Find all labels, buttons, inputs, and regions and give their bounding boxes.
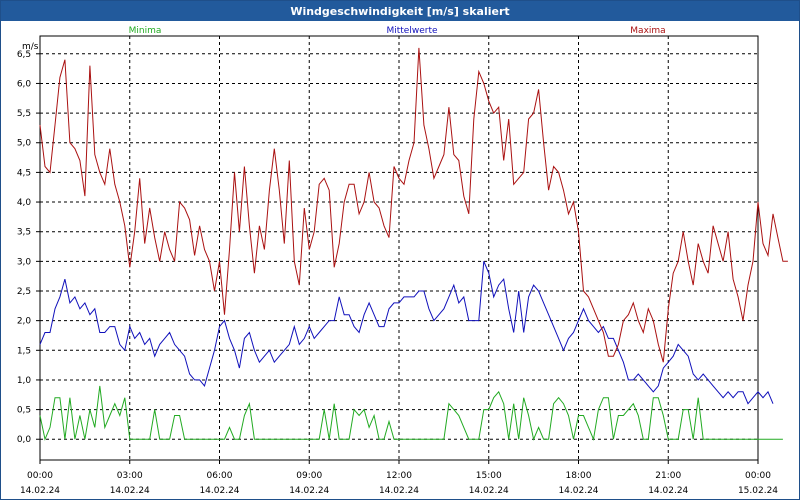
x-tick-time-label: 15:00 bbox=[476, 471, 502, 481]
y-tick-label: 1,5 bbox=[17, 346, 31, 356]
y-tick-label: 4,0 bbox=[17, 198, 32, 208]
series-line-mittelwerte bbox=[39, 261, 774, 405]
y-tick-label: 5,5 bbox=[17, 109, 31, 119]
x-tick-time-label: 03:00 bbox=[117, 471, 143, 481]
y-tick-label: 4,5 bbox=[17, 168, 31, 178]
x-tick-date-label: 14.02.24 bbox=[469, 486, 509, 496]
legend-entry-maxima: Maxima bbox=[630, 26, 665, 36]
y-tick-label: 0,0 bbox=[17, 435, 32, 445]
y-tick-label: 2,0 bbox=[17, 317, 32, 327]
x-tick-time-label: 12:00 bbox=[386, 471, 412, 481]
y-tick-label: 1,0 bbox=[17, 376, 32, 386]
y-tick-label: 0,5 bbox=[17, 406, 31, 416]
legend: Minima Mittelwerte Maxima bbox=[129, 26, 666, 36]
x-tick-time-label: 09:00 bbox=[296, 471, 322, 481]
x-tick-date-label: 14.02.24 bbox=[558, 486, 598, 496]
legend-entry-minima: Minima bbox=[129, 26, 162, 36]
legend-entry-mittelwerte: Mittelwerte bbox=[386, 26, 437, 36]
x-axis: 00:00 14.02.24 03:00 14.02.24 06:00 14.02.24 0… bbox=[20, 460, 778, 496]
y-axis-unit-label: m/s bbox=[22, 42, 39, 52]
x-tick-date-label: 14.02.24 bbox=[289, 486, 329, 496]
x-tick-time-label: 06:00 bbox=[207, 471, 233, 481]
y-tick-label: 3,0 bbox=[17, 257, 32, 267]
x-tick-date-label: 14.02.24 bbox=[379, 486, 419, 496]
grid-lines bbox=[40, 36, 758, 460]
window-title: Windgeschwindigkeit [m/s] skaliert bbox=[1, 1, 799, 21]
x-tick-time-label: 00:00 bbox=[27, 471, 53, 481]
y-tick-label: 3,5 bbox=[17, 228, 31, 238]
x-tick-date-label: 15.02.24 bbox=[738, 486, 778, 496]
x-tick-time-label: 18:00 bbox=[566, 471, 592, 481]
y-tick-label: 2,5 bbox=[17, 287, 31, 297]
y-axis: 0,0 0,5 1,0 1,5 2,0 2,5 3,0 3,5 4,0 4,5 5,0 5,5 6,0 6… bbox=[17, 50, 40, 445]
x-tick-date-label: 14.02.24 bbox=[648, 486, 688, 496]
series-lines bbox=[39, 47, 788, 441]
series-line-minima bbox=[39, 385, 783, 441]
x-tick-date-label: 14.02.24 bbox=[199, 486, 239, 496]
x-tick-date-label: 14.02.24 bbox=[20, 486, 60, 496]
y-tick-label: 6,5 bbox=[17, 50, 31, 60]
x-tick-date-label: 14.02.24 bbox=[110, 486, 150, 496]
y-tick-label: 6,0 bbox=[17, 79, 32, 89]
x-tick-time-label: 00:00 bbox=[745, 471, 771, 481]
series-line-maxima bbox=[39, 47, 788, 363]
y-tick-label: 5,0 bbox=[17, 139, 32, 149]
x-tick-time-label: 21:00 bbox=[655, 471, 681, 481]
